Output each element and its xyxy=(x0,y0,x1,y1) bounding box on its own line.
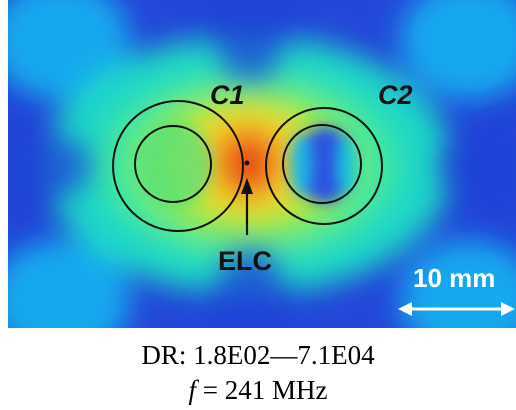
scale-bar-label: 10 mm xyxy=(413,263,495,293)
frequency-caption: f = 241 MHz xyxy=(0,375,516,406)
elc-point xyxy=(244,160,250,166)
frequency-value: = 241 MHz xyxy=(202,375,328,405)
dynamic-range-text: DR: 1.8E02—7.1E04 xyxy=(141,340,375,370)
label-elc: ELC xyxy=(218,246,272,276)
scale-bar xyxy=(398,302,515,316)
coil-c2 xyxy=(265,107,383,225)
frequency-symbol: f xyxy=(188,375,197,405)
label-c1: C1 xyxy=(210,80,245,110)
coil-c1 xyxy=(112,100,244,232)
label-c2: C2 xyxy=(378,80,413,110)
elc-arrow xyxy=(241,178,253,235)
field-heatmap xyxy=(8,0,516,328)
dynamic-range-caption: DR: 1.8E02—7.1E04 xyxy=(0,340,516,371)
